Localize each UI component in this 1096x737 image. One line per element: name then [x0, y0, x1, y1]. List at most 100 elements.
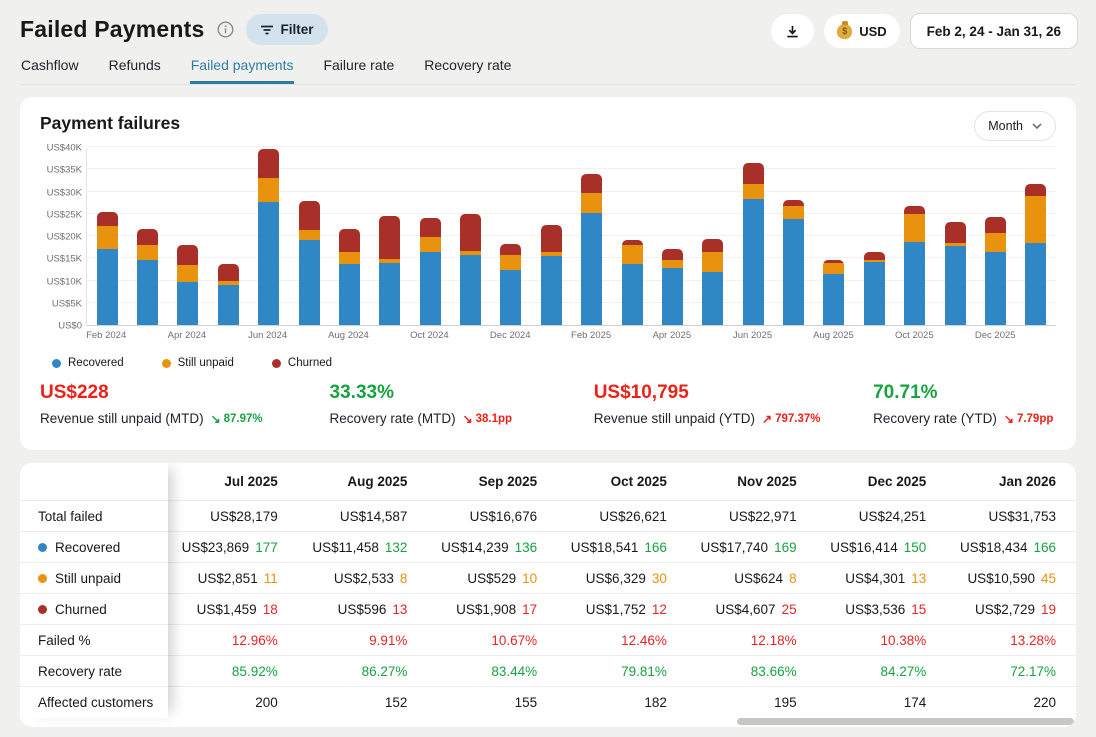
bar-oct-2024[interactable] — [420, 218, 441, 325]
bar-slot — [572, 148, 612, 325]
table-cell: US$18,541166 — [549, 540, 679, 555]
tab-refunds[interactable]: Refunds — [108, 57, 162, 84]
kpi-label: Revenue still unpaid (MTD) — [40, 411, 204, 426]
bar-may-2025[interactable] — [702, 239, 723, 325]
table-cell: 12.96% — [160, 633, 290, 648]
date-range-button[interactable]: Feb 2, 24 - Jan 31, 26 — [910, 13, 1078, 49]
bar-slot — [1016, 148, 1056, 325]
column-header[interactable]: Dec 2025 — [809, 474, 939, 489]
table-cell: US$14,239136 — [419, 540, 549, 555]
column-header[interactable]: Jul 2025 — [160, 474, 290, 489]
x-axis-label: Oct 2025 — [894, 330, 934, 343]
segment-still-unpaid — [662, 260, 683, 268]
segment-recovered — [299, 240, 320, 325]
segment-recovered — [743, 199, 764, 325]
kpi-0: US$228Revenue still unpaid (MTD)↘87.97% — [40, 382, 330, 426]
bar-jan-2025[interactable] — [541, 225, 562, 325]
y-axis-tick: US$0 — [58, 321, 82, 332]
bar-slot — [733, 148, 773, 325]
bar-mar-2024[interactable] — [137, 229, 158, 325]
table-cell: US$1,45918 — [160, 602, 290, 617]
segment-still-unpaid — [299, 230, 320, 240]
bar-feb-2024[interactable] — [97, 212, 118, 325]
bar-slot — [450, 148, 490, 325]
trend-arrow-icon: ↘ — [1004, 413, 1014, 425]
segment-recovered — [541, 256, 562, 325]
table-cell: US$6248 — [679, 571, 809, 586]
tab-failure-rate[interactable]: Failure rate — [322, 57, 395, 84]
kpi-row: US$228Revenue still unpaid (MTD)↘87.97%3… — [40, 382, 1056, 426]
bar-dec-2025[interactable] — [985, 217, 1006, 325]
tab-recovery-rate[interactable]: Recovery rate — [423, 57, 512, 84]
column-header[interactable]: Sep 2025 — [419, 474, 549, 489]
bar-slot — [935, 148, 975, 325]
bar-feb-2025[interactable] — [581, 174, 602, 325]
row-label-total-failed: Total failed — [20, 501, 168, 532]
download-button[interactable] — [771, 14, 814, 48]
table-cell: 220 — [938, 695, 1076, 710]
tab-failed-payments[interactable]: Failed payments — [190, 57, 295, 84]
segment-recovered — [97, 249, 118, 325]
legend-item-still-unpaid: Still unpaid — [162, 357, 234, 369]
y-axis-tick: US$5K — [52, 298, 82, 309]
x-axis-label: Jun 2024 — [247, 330, 287, 343]
stacked-bar-chart: US$0US$5KUS$10KUS$15KUS$20KUS$25KUS$30KU… — [40, 148, 1056, 326]
table-cell: US$16,414150 — [809, 540, 939, 555]
bar-sep-2024[interactable] — [379, 216, 400, 325]
table-corner-cell — [20, 463, 168, 501]
segment-churned — [137, 229, 158, 245]
bar-mar-2025[interactable] — [622, 240, 643, 325]
segment-recovered — [218, 285, 239, 325]
row-label-still-unpaid: Still unpaid — [20, 563, 168, 594]
kpi-delta-value: 797.37% — [775, 413, 820, 425]
bar-apr-2025[interactable] — [662, 249, 683, 325]
segment-recovered — [904, 242, 925, 325]
bar-may-2024[interactable] — [218, 264, 239, 325]
bar-nov-2024[interactable] — [460, 214, 481, 325]
table-horizontal-scrollbar[interactable] — [737, 718, 1074, 725]
bar-sep-2025[interactable] — [864, 252, 885, 325]
bar-dec-2024[interactable] — [500, 244, 521, 325]
trend-arrow-icon: ↗ — [762, 413, 772, 425]
legend-dot — [52, 359, 61, 368]
bar-slot — [531, 148, 571, 325]
table-cell: US$3,53615 — [809, 602, 939, 617]
bar-slot — [127, 148, 167, 325]
bar-jul-2024[interactable] — [299, 201, 320, 325]
kpi-label: Recovery rate (MTD) — [330, 411, 456, 426]
bar-jan-2026[interactable] — [1025, 184, 1046, 325]
bar-oct-2025[interactable] — [904, 206, 925, 325]
bar-jul-2025[interactable] — [783, 200, 804, 325]
bar-jun-2024[interactable] — [258, 149, 279, 325]
table-row: 0200152155182195174220 — [20, 687, 1076, 718]
segment-still-unpaid — [743, 184, 764, 199]
kpi-sub: Revenue still unpaid (YTD)↗797.37% — [594, 411, 873, 426]
interval-dropdown[interactable]: Month — [974, 111, 1056, 141]
column-header[interactable]: Nov 2025 — [679, 474, 809, 489]
kpi-value: US$10,795 — [594, 382, 873, 404]
table-cell: US$6,32930 — [549, 571, 679, 586]
table-cell: US$4,30113 — [809, 571, 939, 586]
column-header[interactable]: Jan 2026 — [938, 474, 1076, 489]
kpi-3: 70.71%Recovery rate (YTD)↘7.79pp — [873, 382, 1056, 426]
table-cell: US$52910 — [419, 571, 549, 586]
bar-apr-2024[interactable] — [177, 245, 198, 325]
currency-button[interactable]: $ USD — [824, 14, 899, 48]
bars — [87, 148, 1056, 325]
segment-churned — [97, 212, 118, 226]
segment-churned — [177, 245, 198, 265]
bar-jun-2025[interactable] — [743, 163, 764, 325]
bar-aug-2025[interactable] — [823, 260, 844, 325]
legend-label: Churned — [288, 357, 332, 369]
tab-cashflow[interactable]: Cashflow — [20, 57, 80, 84]
filter-button[interactable]: Filter — [246, 14, 328, 45]
segment-still-unpaid — [904, 214, 925, 242]
bar-aug-2024[interactable] — [339, 229, 360, 325]
filter-label: Filter — [281, 22, 314, 37]
bar-nov-2025[interactable] — [945, 222, 966, 325]
info-icon[interactable] — [217, 21, 234, 38]
x-axis-label: Dec 2025 — [975, 330, 1016, 343]
column-header[interactable]: Aug 2025 — [290, 474, 420, 489]
column-header[interactable]: Oct 2025 — [549, 474, 679, 489]
segment-still-unpaid — [137, 245, 158, 260]
